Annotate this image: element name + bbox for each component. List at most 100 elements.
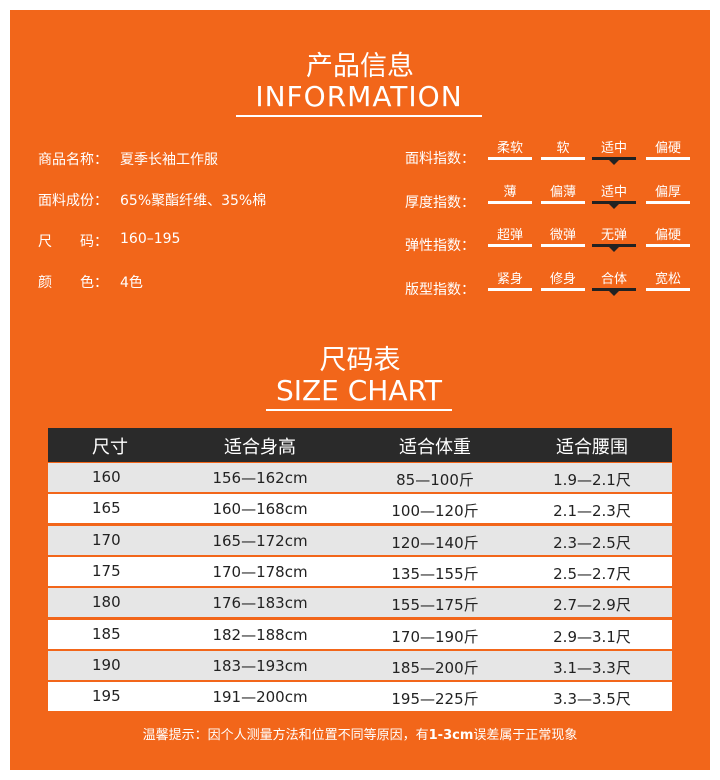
index-label: 面料指数：: [405, 151, 475, 167]
column-header: 尺寸: [92, 437, 128, 458]
table-cell: 180: [92, 593, 121, 612]
table-cell: 135—155斤: [391, 564, 479, 583]
table-row: [48, 525, 672, 555]
index-bar: [646, 200, 690, 204]
column-header: 适合身高: [224, 437, 296, 458]
info-label: 颜 色：: [38, 275, 108, 291]
title-rule: [266, 409, 452, 411]
table-row: [48, 619, 672, 649]
table-row: [48, 682, 672, 712]
section-subtitle: SIZE CHART: [275, 374, 443, 407]
table-cell: 160—168cm: [212, 500, 308, 519]
index-label: 厚度指数：: [405, 194, 475, 211]
table-cell: 2.1—2.3尺: [553, 502, 631, 521]
table-header: [48, 428, 672, 462]
table-cell: 185—200斤: [391, 658, 479, 677]
table-cell: 2.5—2.7尺: [553, 564, 631, 583]
table-row: [48, 556, 672, 586]
index-option: 适中: [600, 141, 628, 156]
index-option: 偏硬: [654, 141, 682, 156]
index-bar: [488, 157, 532, 160]
index-pointer: [609, 203, 619, 209]
table-cell: 165: [92, 499, 121, 518]
index-bar: [646, 287, 690, 291]
index-bar: [488, 287, 532, 291]
index-pointer: [609, 247, 619, 252]
index-option: 超弹: [496, 228, 524, 243]
index-option: 软: [556, 141, 570, 156]
note-text: 误差属于正常现象: [473, 728, 578, 743]
index-selected-bar: [592, 157, 636, 160]
table-cell: 183—193cm: [212, 656, 308, 675]
index-option: 偏硬: [654, 228, 682, 243]
table-row: [48, 650, 672, 680]
table-cell: 1.9—2.1尺: [553, 471, 631, 489]
note-bold: 1-3cm: [428, 728, 474, 743]
info-value: 4色: [120, 275, 143, 291]
info-value: 65%聚酯纤维、35%棉: [120, 193, 267, 209]
table-cell: 2.9—3.1尺: [553, 627, 631, 646]
table-row: [48, 494, 672, 524]
table-cell: 3.1—3.3尺: [553, 658, 631, 677]
index-option: 无弹: [600, 228, 628, 243]
index-selected-bar: [592, 200, 636, 204]
table-cell: 170—190斤: [391, 627, 479, 646]
table-cell: 2.3—2.5尺: [553, 533, 631, 552]
index-option: 偏厚: [654, 184, 682, 200]
index-bar: [541, 244, 585, 247]
index-pointer: [609, 290, 619, 296]
title-rule: [236, 115, 482, 117]
column-header: 适合体重: [399, 437, 471, 458]
table-cell: 170: [92, 530, 121, 549]
index-option: 合体: [600, 271, 628, 287]
index-pointer: [609, 160, 619, 165]
table-cell: 100—120斤: [391, 502, 479, 521]
section-title: 产品信息: [306, 51, 414, 82]
table-cell: 3.3—3.5尺: [553, 690, 631, 709]
index-bar: [541, 200, 585, 204]
index-option: 偏薄: [549, 184, 577, 200]
table-cell: 160: [92, 468, 121, 486]
section-title: 尺码表: [319, 345, 401, 376]
table-cell: 185: [92, 624, 121, 643]
table-cell: 165—172cm: [212, 531, 308, 550]
info-value: 夏季长袖工作服: [120, 152, 218, 168]
index-label: 弹性指数：: [405, 238, 475, 254]
index-option: 紧身: [496, 271, 524, 287]
table-cell: 120—140斤: [391, 533, 479, 552]
info-value: 160–195: [120, 231, 181, 247]
table-cell: 155—175斤: [391, 596, 479, 615]
index-option: 微弹: [549, 228, 577, 243]
table-cell: 195—225斤: [391, 690, 479, 709]
table-cell: 176—183cm: [212, 594, 308, 613]
table-cell: 195: [92, 687, 121, 706]
table-cell: 190: [92, 655, 121, 674]
index-bar: [488, 244, 532, 247]
table-cell: 85—100斤: [396, 471, 474, 489]
index-option: 宽松: [654, 271, 682, 287]
section-subtitle: INFORMATION: [255, 80, 463, 113]
table-row: [48, 588, 672, 618]
table-cell: 175: [92, 561, 121, 580]
index-bar: [646, 244, 690, 247]
info-label: 面料成份：: [38, 193, 108, 209]
info-label: 尺 码：: [38, 234, 108, 250]
index-bar: [541, 157, 585, 160]
index-bar: [646, 157, 690, 160]
index-option: 适中: [600, 184, 628, 200]
index-bar: [541, 287, 585, 291]
table-cell: 191—200cm: [212, 688, 308, 707]
index-option: 柔软: [496, 141, 524, 156]
table-cell: 170—178cm: [212, 562, 308, 581]
column-header: 适合腰围: [556, 437, 628, 458]
index-label: 版型指数：: [405, 281, 475, 298]
index-option: 薄: [503, 184, 517, 200]
table-cell: 2.7—2.9尺: [553, 596, 631, 615]
index-selected-bar: [592, 287, 636, 291]
index-bar: [488, 200, 532, 204]
note-text: 温馨提示：因个人测量方法和位置不同等原因，有: [142, 728, 429, 743]
table-cell: 182—188cm: [212, 625, 308, 644]
index-selected-bar: [592, 244, 636, 247]
info-label: 商品名称：: [38, 152, 108, 168]
